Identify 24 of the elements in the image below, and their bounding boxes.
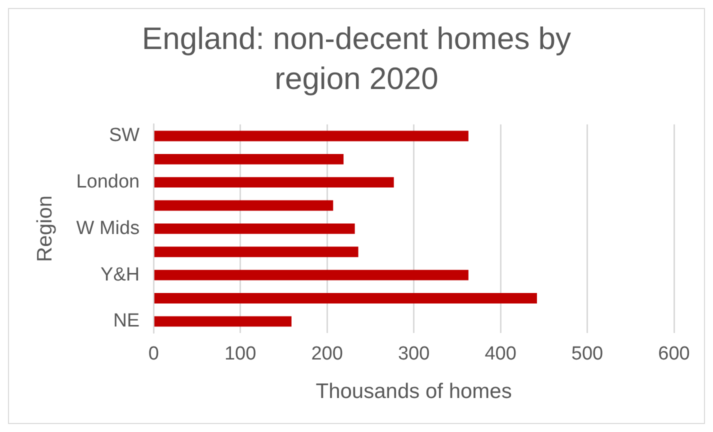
- x-tick-label: 0: [148, 344, 159, 365]
- y-tick-label: London: [76, 172, 140, 193]
- bar: [154, 246, 358, 258]
- bar: [154, 293, 537, 304]
- bar: [154, 130, 468, 142]
- y-tick-label: W Mids: [76, 218, 140, 239]
- bar: [154, 316, 292, 327]
- bar: [154, 200, 334, 211]
- y-tick-label: Y&H: [100, 264, 140, 286]
- bar: [154, 223, 355, 234]
- y-tick-label: SW: [108, 125, 140, 146]
- x-tick-label: 100: [224, 344, 256, 365]
- x-tick-label: 600: [658, 344, 690, 365]
- x-tick-label: 300: [398, 344, 430, 365]
- x-tick-label: 500: [571, 344, 604, 365]
- chart-title: England: non-decent homes by region 2020: [140, 20, 572, 98]
- bar: [154, 270, 468, 280]
- x-tick-label: 400: [484, 344, 516, 365]
- y-axis-title: Region: [33, 195, 56, 262]
- x-axis-title: Thousands of homes: [316, 380, 512, 404]
- x-tick-label: 200: [311, 344, 343, 365]
- bar: [154, 154, 344, 164]
- y-tick-label: NE: [113, 310, 140, 332]
- bar: [154, 177, 394, 188]
